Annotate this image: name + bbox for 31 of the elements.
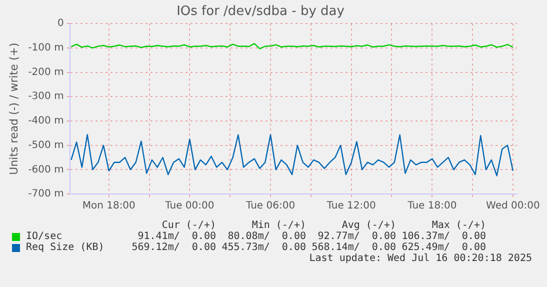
y-tick-label: -700 m xyxy=(28,188,64,200)
x-tick-label: Wed 00:00 xyxy=(486,200,540,212)
text: 625.49m/ 0.00 xyxy=(400,242,486,253)
text: 106.37m/ 0.00 xyxy=(400,231,486,242)
legend-label: Req Size (KB) xyxy=(26,242,106,253)
text: 455.73m/ 0.00 xyxy=(220,242,306,253)
text: Last update: Wed Jul 16 00:20:18 2025 xyxy=(308,253,532,264)
y-tick-label: -300 m xyxy=(28,91,64,102)
text: 569.12m/ 0.00 xyxy=(130,242,216,253)
text: Avg (-/+) xyxy=(340,220,396,231)
y-tick-label: -200 m xyxy=(28,66,64,78)
x-tick-label: Tue 00:00 xyxy=(164,200,214,212)
x-tick-label: Tue 18:00 xyxy=(406,200,457,212)
text: 80.08m/ 0.00 xyxy=(226,231,306,242)
x-tick-label: Tue 06:00 xyxy=(244,200,296,212)
y-axis-title: Units read (-) / write (+) xyxy=(7,42,20,175)
text: Min (-/+) xyxy=(250,220,306,231)
x-tick-label: Mon 18:00 xyxy=(82,200,136,212)
y-tick-label: -400 m xyxy=(28,116,64,127)
y-tick-label: -600 m xyxy=(28,164,64,176)
y-tick-label: -100 m xyxy=(28,42,64,54)
text: Cur (-/+) xyxy=(160,220,216,231)
text: 91.41m/ 0.00 xyxy=(136,231,216,242)
text: Max (-/+) xyxy=(430,220,486,231)
x-tick-label: Tue 12:00 xyxy=(326,200,376,212)
y-tick-label: -500 m xyxy=(28,140,64,151)
legend-label: IO/sec xyxy=(26,231,64,242)
chart-title: IOs for /dev/sdba - by day xyxy=(176,4,345,20)
text: 92.77m/ 0.00 xyxy=(316,231,396,242)
y-tick-label: 0 xyxy=(57,18,64,30)
text: 568.14m/ 0.00 xyxy=(310,242,396,253)
